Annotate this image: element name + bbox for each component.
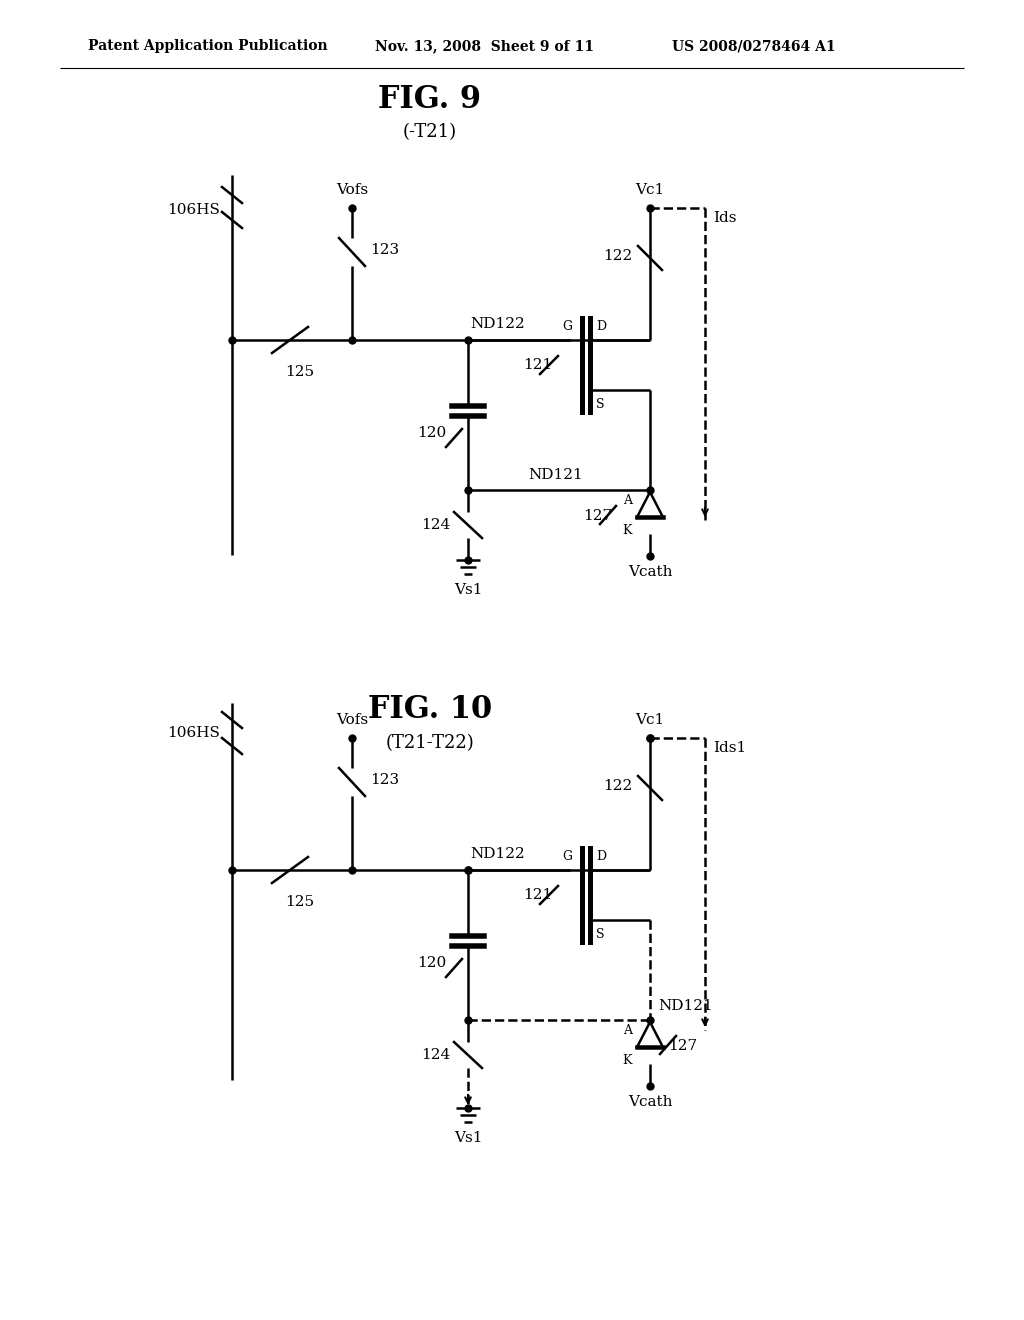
Text: Vofs: Vofs	[336, 183, 368, 197]
Text: Vcath: Vcath	[628, 1096, 672, 1109]
Text: ND122: ND122	[470, 317, 524, 331]
Text: 121: 121	[522, 888, 552, 902]
Text: (T21-T22): (T21-T22)	[386, 734, 474, 752]
Text: 124: 124	[421, 517, 450, 532]
Text: G: G	[562, 850, 572, 862]
Text: 122: 122	[603, 779, 632, 793]
Text: D: D	[596, 850, 606, 862]
Text: A: A	[623, 494, 632, 507]
Text: 124: 124	[421, 1048, 450, 1063]
Text: Ids1: Ids1	[713, 741, 746, 755]
Text: S: S	[596, 397, 604, 411]
Text: Patent Application Publication: Patent Application Publication	[88, 40, 328, 53]
Text: Vs1: Vs1	[454, 583, 482, 597]
Text: FIG. 10: FIG. 10	[368, 694, 493, 726]
Text: A: A	[623, 1023, 632, 1036]
Text: S: S	[596, 928, 604, 940]
Text: Vs1: Vs1	[454, 1131, 482, 1144]
Text: 120: 120	[417, 426, 446, 440]
Text: Vc1: Vc1	[635, 183, 665, 197]
Text: 123: 123	[370, 243, 399, 257]
Text: (-T21): (-T21)	[402, 123, 457, 141]
Text: Vc1: Vc1	[635, 713, 665, 727]
Text: G: G	[562, 319, 572, 333]
Text: 121: 121	[522, 358, 552, 372]
Text: FIG. 9: FIG. 9	[379, 84, 481, 116]
Text: ND121: ND121	[528, 469, 583, 482]
Text: 127: 127	[668, 1039, 697, 1053]
Text: Vofs: Vofs	[336, 713, 368, 727]
Text: 127: 127	[583, 510, 612, 523]
Text: 125: 125	[285, 366, 314, 379]
Text: 120: 120	[417, 956, 446, 970]
Text: K: K	[623, 524, 632, 536]
Text: ND122: ND122	[470, 847, 524, 861]
Text: D: D	[596, 319, 606, 333]
Text: 125: 125	[285, 895, 314, 909]
Text: K: K	[623, 1053, 632, 1067]
Text: 106HS: 106HS	[167, 203, 220, 216]
Text: 122: 122	[603, 249, 632, 263]
Text: ND121: ND121	[658, 999, 713, 1012]
Text: US 2008/0278464 A1: US 2008/0278464 A1	[672, 40, 836, 53]
Text: 106HS: 106HS	[167, 726, 220, 741]
Text: Ids: Ids	[713, 211, 736, 224]
Text: 123: 123	[370, 774, 399, 787]
Text: Nov. 13, 2008  Sheet 9 of 11: Nov. 13, 2008 Sheet 9 of 11	[375, 40, 594, 53]
Text: Vcath: Vcath	[628, 565, 672, 579]
